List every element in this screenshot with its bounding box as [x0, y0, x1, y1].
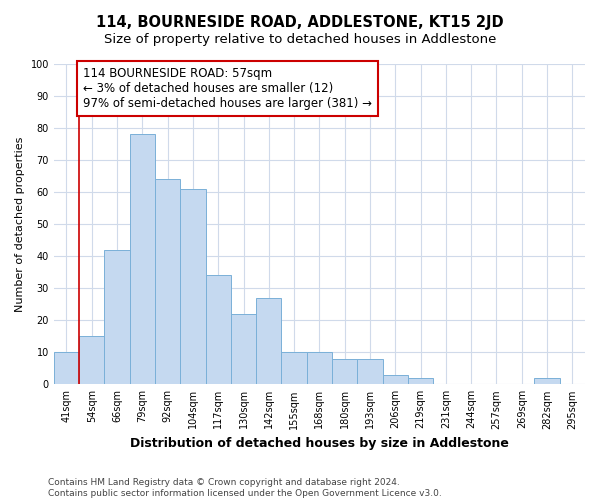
Y-axis label: Number of detached properties: Number of detached properties [15, 136, 25, 312]
X-axis label: Distribution of detached houses by size in Addlestone: Distribution of detached houses by size … [130, 437, 509, 450]
Bar [180, 189, 206, 384]
Text: Size of property relative to detached houses in Addlestone: Size of property relative to detached ho… [104, 32, 496, 46]
Bar [383, 374, 408, 384]
Bar [54, 352, 79, 384]
Bar [206, 276, 231, 384]
Bar [358, 358, 383, 384]
Bar [535, 378, 560, 384]
Bar [332, 358, 358, 384]
Bar [408, 378, 433, 384]
Text: 114, BOURNESIDE ROAD, ADDLESTONE, KT15 2JD: 114, BOURNESIDE ROAD, ADDLESTONE, KT15 2… [96, 15, 504, 30]
Bar [281, 352, 307, 384]
Bar [231, 314, 256, 384]
Bar [79, 336, 104, 384]
Bar [307, 352, 332, 384]
Text: Contains HM Land Registry data © Crown copyright and database right 2024.
Contai: Contains HM Land Registry data © Crown c… [48, 478, 442, 498]
Bar [130, 134, 155, 384]
Bar [104, 250, 130, 384]
Bar [256, 298, 281, 384]
Bar [155, 180, 180, 384]
Text: 114 BOURNESIDE ROAD: 57sqm
← 3% of detached houses are smaller (12)
97% of semi-: 114 BOURNESIDE ROAD: 57sqm ← 3% of detac… [83, 67, 372, 110]
